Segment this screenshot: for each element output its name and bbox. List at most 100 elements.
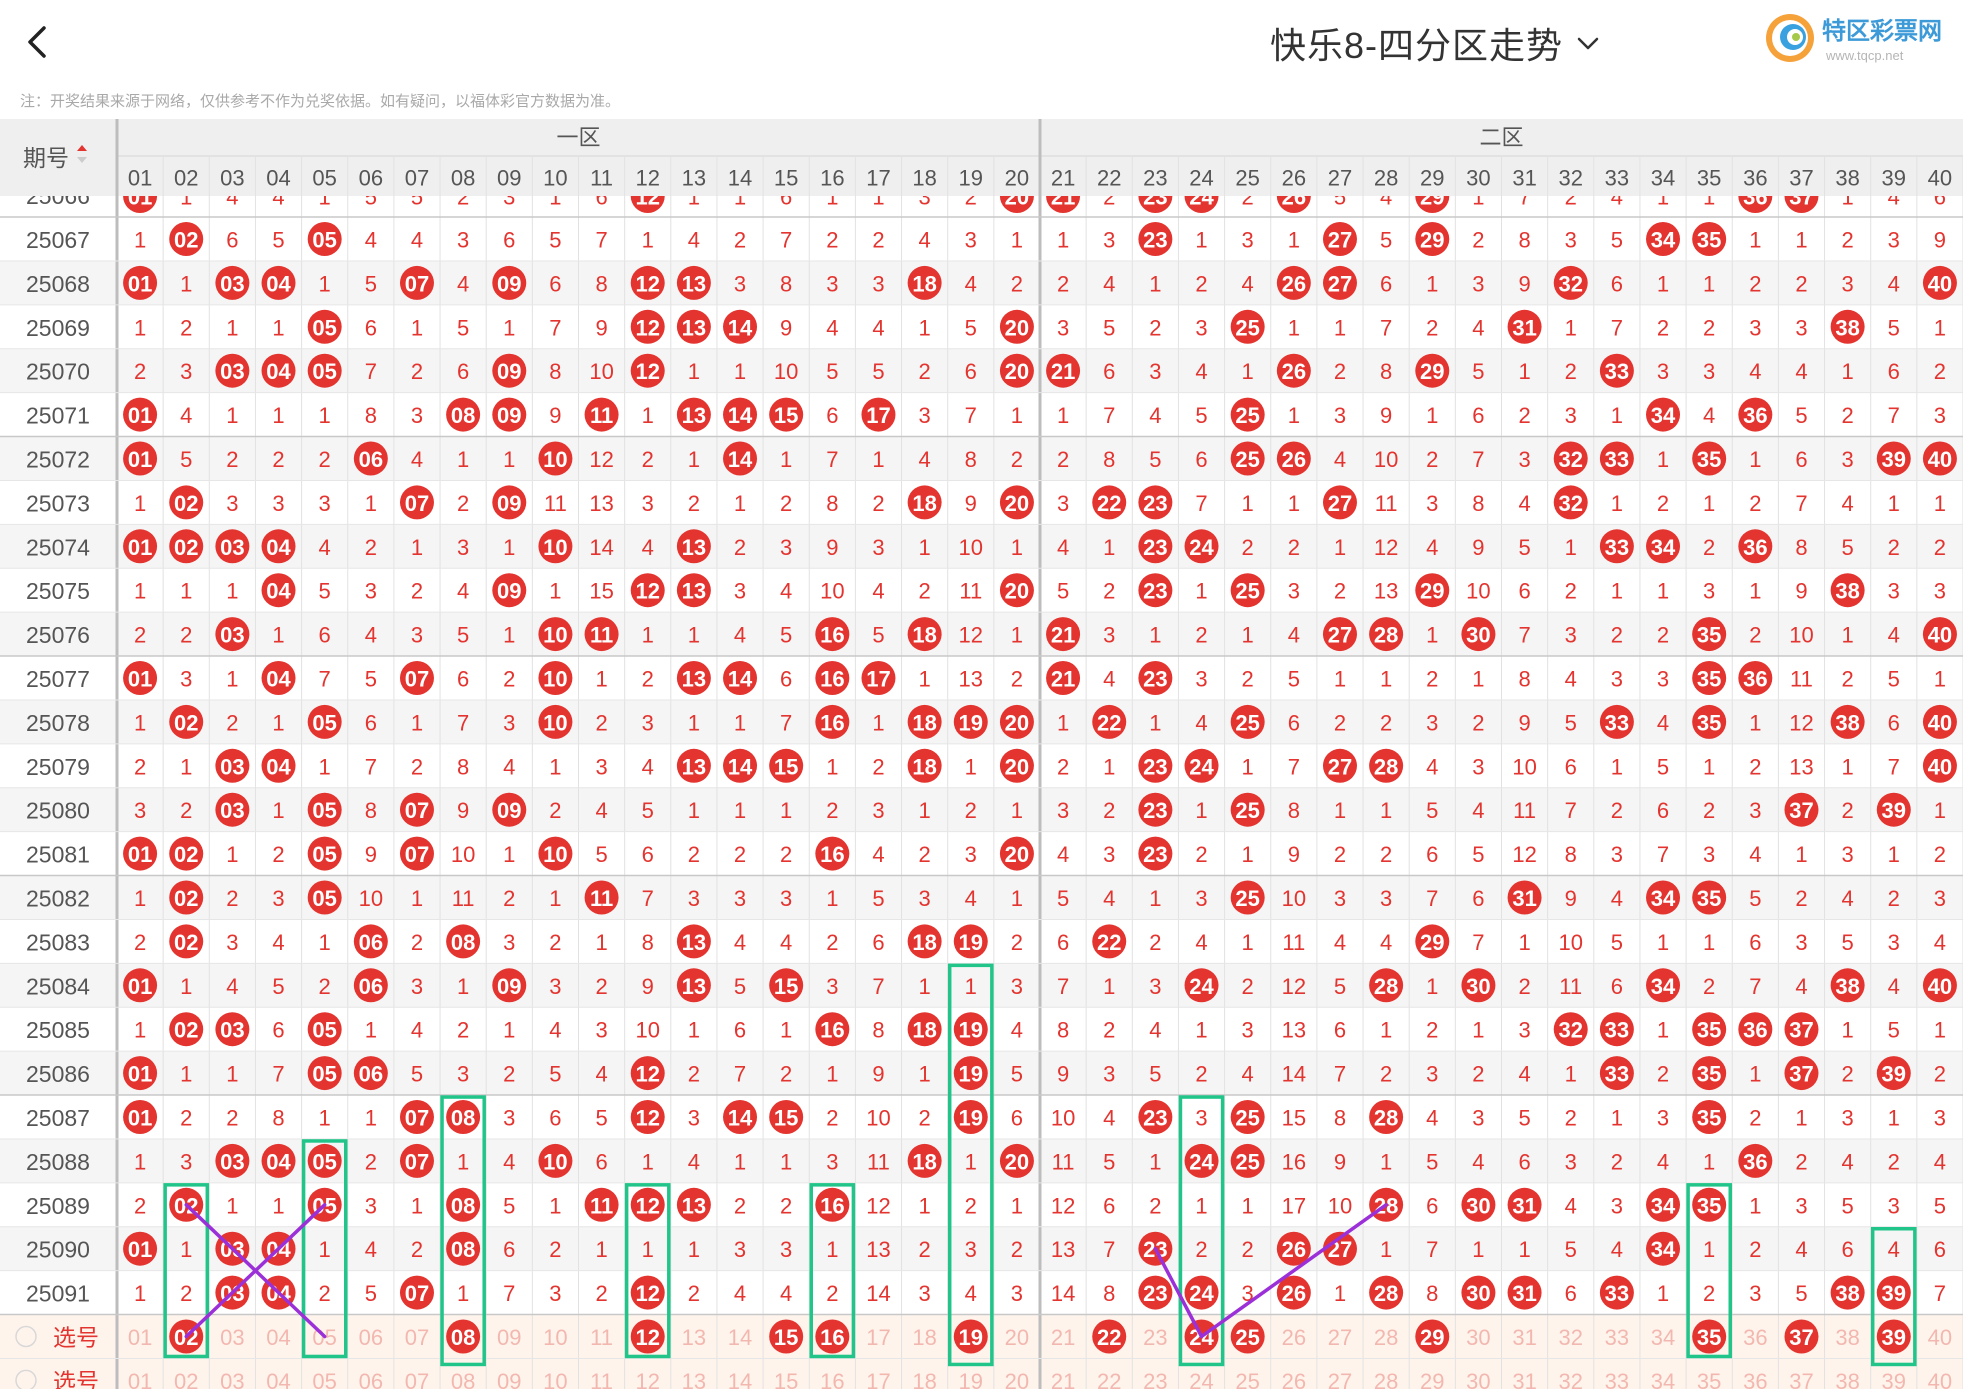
select-number[interactable]: 25 xyxy=(1235,1369,1259,1389)
select-number[interactable]: 35 xyxy=(1697,1369,1721,1389)
select-ball-18[interactable]: 18 xyxy=(912,1325,936,1350)
miss-count: 5 xyxy=(503,1193,515,1218)
select-ball-36[interactable]: 36 xyxy=(1743,1325,1767,1350)
select-ball-07[interactable]: 07 xyxy=(405,1325,429,1350)
column-header-12: 12 xyxy=(635,166,659,191)
select-ball-28[interactable]: 28 xyxy=(1374,1325,1398,1350)
hit-ball: 02 xyxy=(169,1012,204,1047)
select-ball-14[interactable]: 14 xyxy=(728,1325,752,1350)
miss-count: 3 xyxy=(457,228,469,253)
hit-number: 31 xyxy=(1512,886,1536,911)
select-number[interactable]: 33 xyxy=(1605,1369,1629,1389)
period-sort-header[interactable]: 期号 xyxy=(23,145,87,171)
select-ball-22[interactable]: 22 xyxy=(1092,1319,1127,1354)
miss-count: 1 xyxy=(1334,535,1346,560)
select-ball-27[interactable]: 27 xyxy=(1328,1325,1352,1350)
select-ball-31[interactable]: 31 xyxy=(1512,1325,1536,1350)
select-number[interactable]: 32 xyxy=(1558,1369,1582,1389)
select-number[interactable]: 02 xyxy=(174,1369,198,1389)
select-ball-30[interactable]: 30 xyxy=(1466,1325,1490,1350)
select-ball-09[interactable]: 09 xyxy=(497,1325,521,1350)
select-number[interactable]: 22 xyxy=(1097,1369,1121,1389)
select-ball-13[interactable]: 13 xyxy=(682,1325,706,1350)
select-number[interactable]: 30 xyxy=(1466,1369,1490,1389)
select-ball-37[interactable]: 37 xyxy=(1784,1319,1819,1354)
select-ball-10[interactable]: 10 xyxy=(543,1325,567,1350)
select-number: 19 xyxy=(959,1325,983,1350)
select-ball-38[interactable]: 38 xyxy=(1835,1325,1859,1350)
select-ball-34[interactable]: 34 xyxy=(1651,1325,1675,1350)
select-number[interactable]: 03 xyxy=(220,1369,244,1389)
miss-count: 1 xyxy=(780,798,792,823)
select-ball-40[interactable]: 40 xyxy=(1928,1325,1952,1350)
select-number[interactable]: 38 xyxy=(1835,1369,1859,1389)
select-number[interactable]: 04 xyxy=(266,1369,290,1389)
select-number[interactable]: 24 xyxy=(1189,1369,1213,1389)
miss-count: 6 xyxy=(1472,886,1484,911)
select-ball-16[interactable]: 16 xyxy=(815,1319,850,1354)
select-number[interactable]: 17 xyxy=(866,1369,890,1389)
select-ball-11[interactable]: 11 xyxy=(590,1325,613,1350)
select-number[interactable]: 36 xyxy=(1743,1369,1767,1389)
select-ball-29[interactable]: 29 xyxy=(1415,1319,1450,1354)
miss-count: 1 xyxy=(411,710,423,735)
select-number[interactable]: 07 xyxy=(405,1369,429,1389)
title-dropdown[interactable]: 快乐8-四分区走势 xyxy=(1270,18,1601,68)
select-number[interactable]: 26 xyxy=(1282,1369,1306,1389)
select-number[interactable]: 09 xyxy=(497,1369,521,1389)
select-number[interactable]: 19 xyxy=(959,1369,983,1389)
select-number[interactable]: 20 xyxy=(1005,1369,1029,1389)
select-number[interactable]: 31 xyxy=(1512,1369,1536,1389)
select-ball-21[interactable]: 21 xyxy=(1051,1325,1075,1350)
select-ball-08[interactable]: 08 xyxy=(446,1319,481,1354)
select-ball-12[interactable]: 12 xyxy=(630,1319,665,1354)
column-header-21: 21 xyxy=(1051,166,1075,191)
select-ball-19[interactable]: 19 xyxy=(953,1319,988,1354)
select-ball-15[interactable]: 15 xyxy=(769,1319,804,1354)
select-number[interactable]: 06 xyxy=(359,1369,383,1389)
select-ball-25[interactable]: 25 xyxy=(1230,1319,1265,1354)
select-number[interactable]: 40 xyxy=(1928,1369,1952,1389)
select-number[interactable]: 08 xyxy=(451,1369,475,1389)
miss-count: 6 xyxy=(1011,1106,1023,1131)
select-number[interactable]: 21 xyxy=(1051,1369,1075,1389)
select-ball-23[interactable]: 23 xyxy=(1143,1325,1167,1350)
miss-count: 10 xyxy=(1789,623,1813,648)
select-radio[interactable] xyxy=(15,1369,37,1389)
select-number: 28 xyxy=(1374,1325,1398,1350)
miss-count: 3 xyxy=(1288,579,1300,604)
select-number[interactable]: 39 xyxy=(1882,1369,1906,1389)
select-number[interactable]: 13 xyxy=(682,1369,706,1389)
select-number[interactable]: 37 xyxy=(1789,1369,1813,1389)
select-number[interactable]: 05 xyxy=(312,1369,336,1389)
select-number[interactable]: 29 xyxy=(1420,1369,1444,1389)
select-number[interactable]: 28 xyxy=(1374,1369,1398,1389)
select-number[interactable]: 34 xyxy=(1651,1369,1675,1389)
select-ball-06[interactable]: 06 xyxy=(359,1325,383,1350)
select-number[interactable]: 14 xyxy=(728,1369,752,1389)
select-number[interactable]: 12 xyxy=(635,1369,659,1389)
select-ball-17[interactable]: 17 xyxy=(866,1325,890,1350)
select-number[interactable]: 18 xyxy=(912,1369,936,1389)
select-ball-33[interactable]: 33 xyxy=(1605,1325,1629,1350)
select-number[interactable]: 27 xyxy=(1328,1369,1352,1389)
select-ball-04[interactable]: 04 xyxy=(266,1325,290,1350)
select-ball-03[interactable]: 03 xyxy=(220,1325,244,1350)
select-number[interactable]: 16 xyxy=(820,1369,844,1389)
select-number[interactable]: 01 xyxy=(128,1369,152,1389)
select-number[interactable]: 15 xyxy=(774,1369,798,1389)
miss-count: 7 xyxy=(1103,403,1115,428)
select-ball-39[interactable]: 39 xyxy=(1876,1319,1911,1354)
miss-count: 2 xyxy=(1334,710,1346,735)
back-button[interactable] xyxy=(18,14,58,70)
period-cell: 25074 xyxy=(26,534,90,560)
select-ball-26[interactable]: 26 xyxy=(1282,1325,1306,1350)
select-radio[interactable] xyxy=(15,1325,37,1348)
select-ball-32[interactable]: 32 xyxy=(1558,1325,1582,1350)
select-ball-20[interactable]: 20 xyxy=(1005,1325,1029,1350)
select-ball-35[interactable]: 35 xyxy=(1692,1319,1727,1354)
select-number[interactable]: 11 xyxy=(590,1369,613,1389)
select-number[interactable]: 23 xyxy=(1143,1369,1167,1389)
select-ball-01[interactable]: 01 xyxy=(128,1325,152,1350)
select-number[interactable]: 10 xyxy=(543,1369,567,1389)
